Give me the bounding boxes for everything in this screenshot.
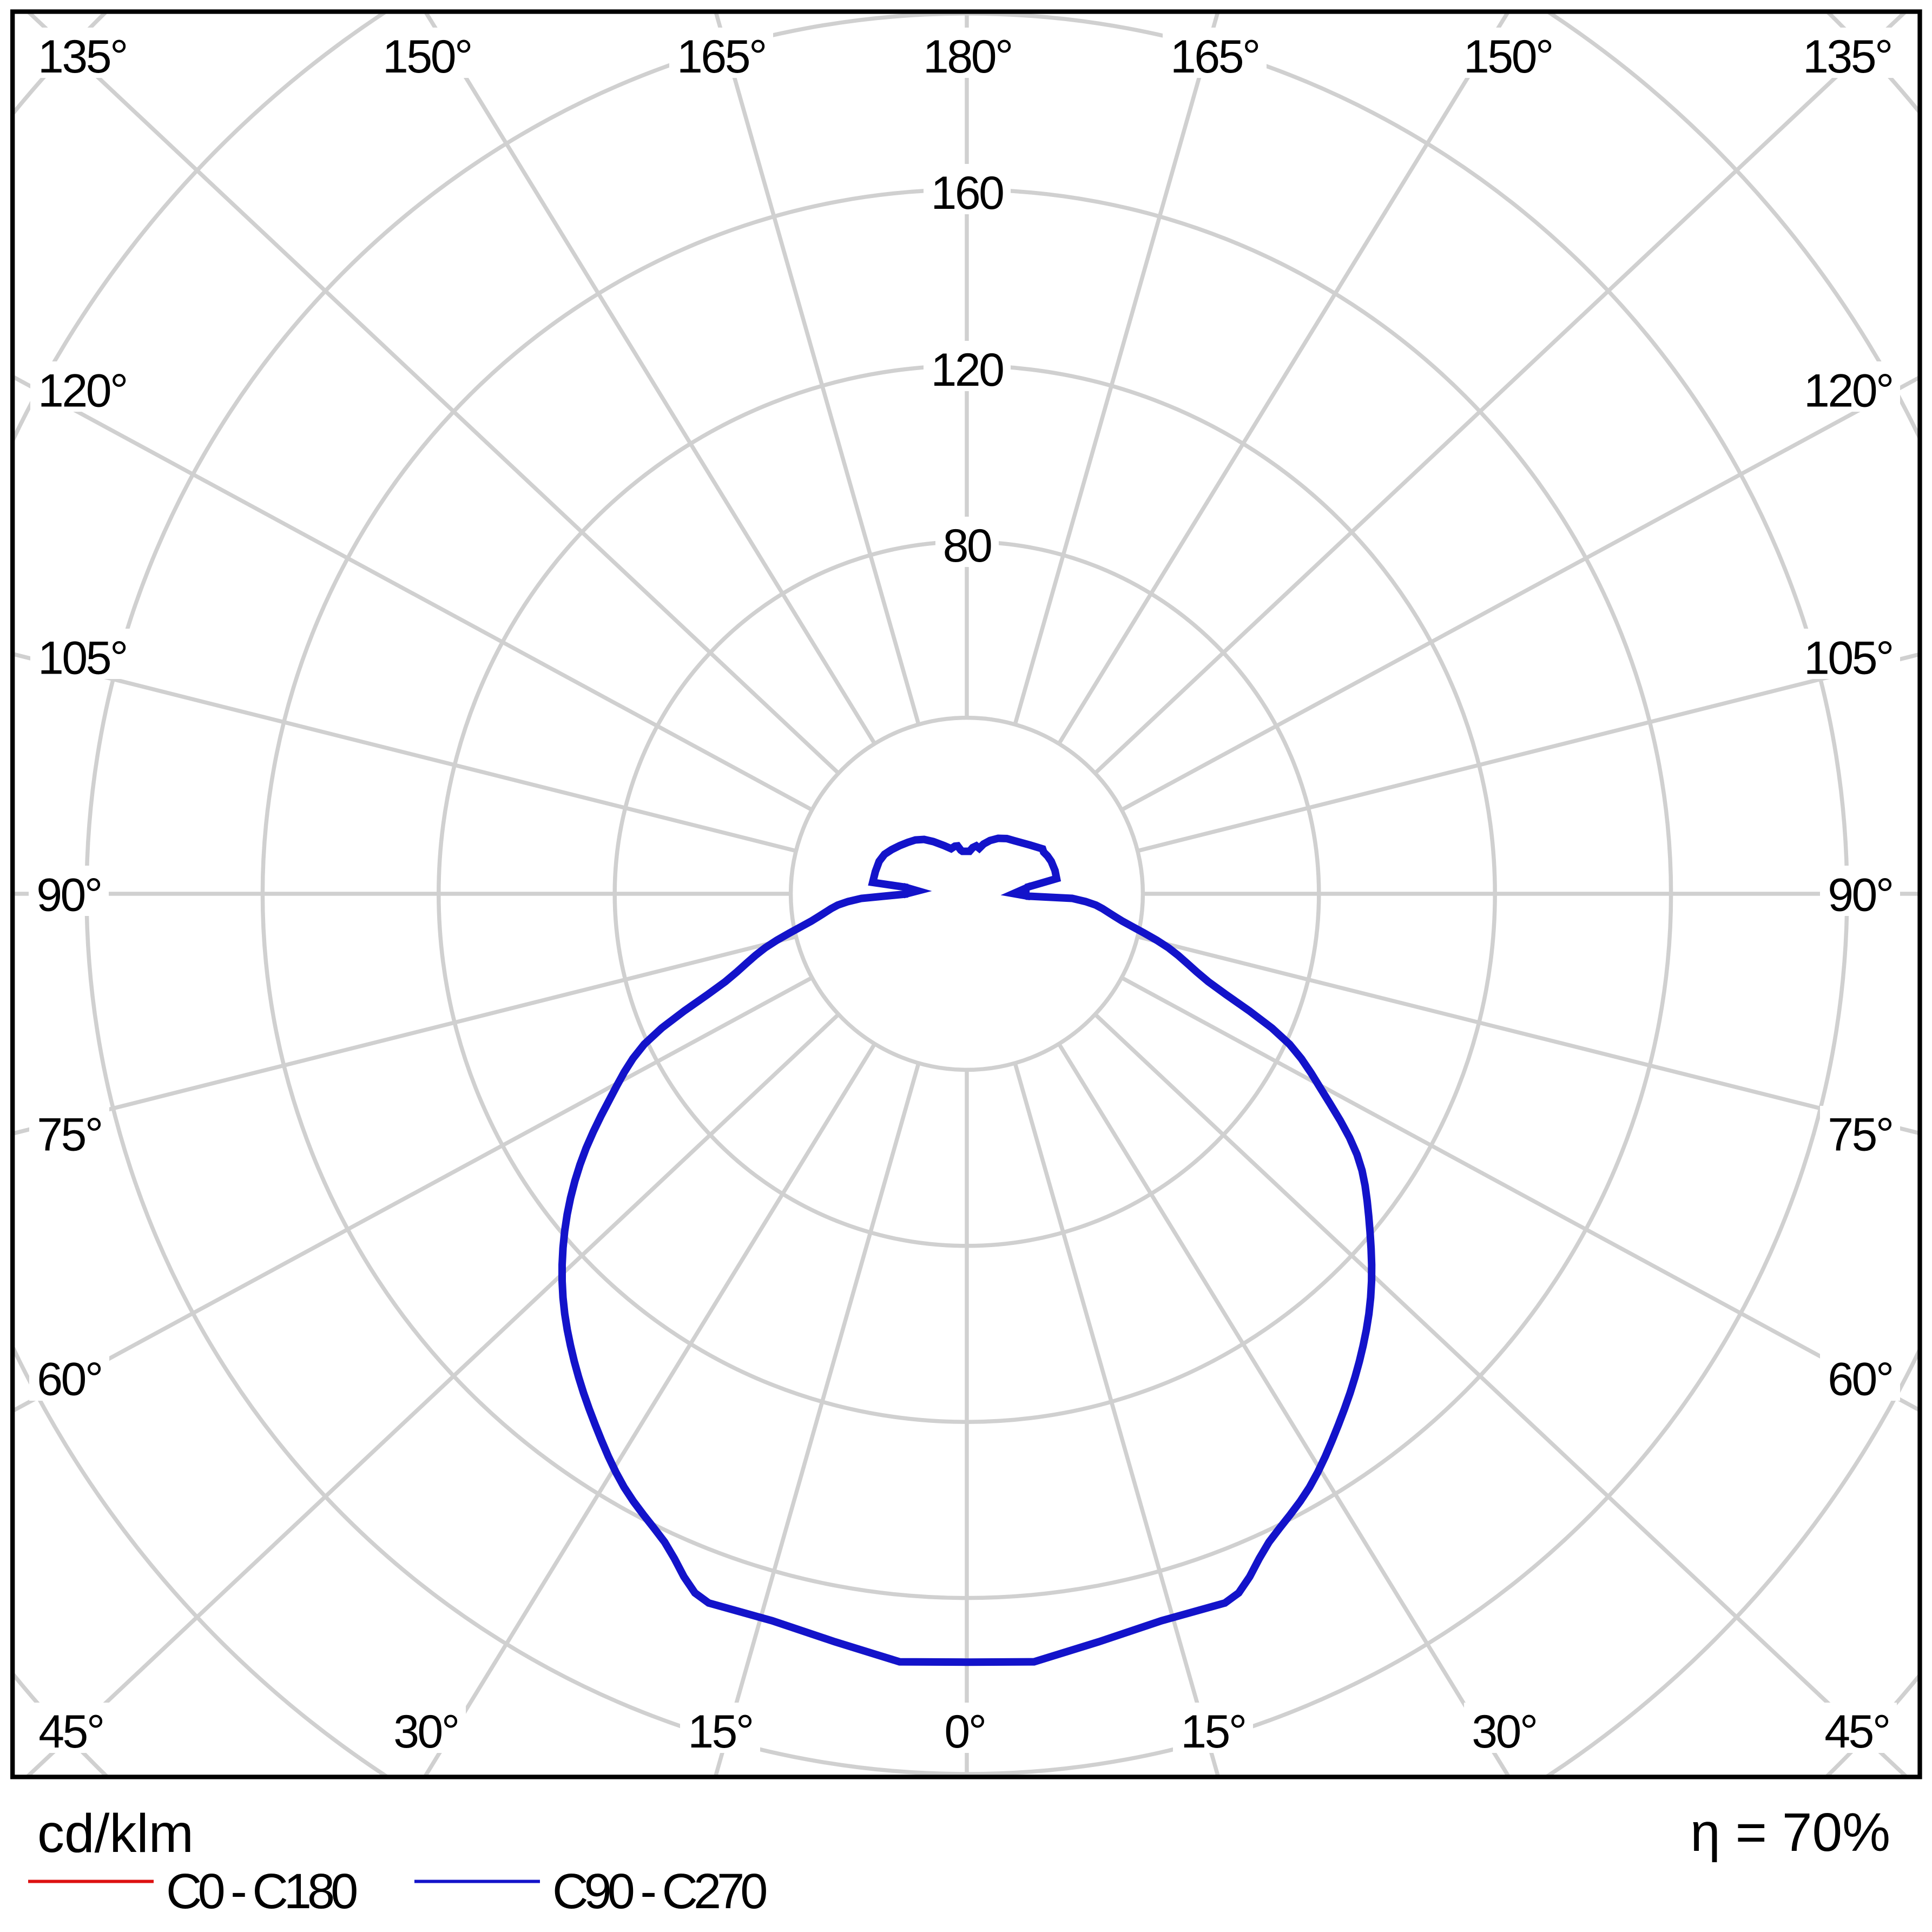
svg-text:120°: 120°	[1804, 365, 1893, 417]
svg-text:150°: 150°	[1463, 31, 1552, 83]
svg-text:cd/klm: cd/klm	[37, 1803, 194, 1864]
svg-text:45°: 45°	[38, 1706, 103, 1758]
svg-text:90°: 90°	[1828, 869, 1893, 921]
svg-text:90°: 90°	[36, 869, 101, 921]
svg-text:30°: 30°	[393, 1706, 458, 1758]
svg-text:165°: 165°	[677, 31, 766, 83]
svg-text:135°: 135°	[1803, 31, 1891, 83]
svg-text:105°: 105°	[1804, 632, 1893, 684]
svg-text:120°: 120°	[38, 365, 127, 417]
svg-text:C0 - C180: C0 - C180	[166, 1864, 357, 1919]
svg-text:60°: 60°	[37, 1354, 102, 1406]
svg-text:160: 160	[931, 167, 1004, 219]
svg-text:135°: 135°	[38, 31, 127, 83]
svg-text:120: 120	[931, 344, 1004, 396]
svg-text:30°: 30°	[1472, 1706, 1537, 1758]
svg-text:45°: 45°	[1824, 1706, 1889, 1758]
svg-text:75°: 75°	[1828, 1109, 1893, 1161]
svg-text:60°: 60°	[1828, 1354, 1893, 1406]
svg-text:C90 - C270: C90 - C270	[552, 1864, 766, 1919]
svg-text:η = 70%: η = 70%	[1690, 1802, 1890, 1863]
svg-text:75°: 75°	[37, 1109, 102, 1161]
svg-text:15°: 15°	[688, 1706, 753, 1758]
svg-text:150°: 150°	[383, 31, 471, 83]
svg-text:165°: 165°	[1170, 31, 1259, 83]
svg-text:0°: 0°	[944, 1706, 985, 1758]
svg-text:15°: 15°	[1181, 1706, 1245, 1758]
svg-text:180°: 180°	[923, 31, 1012, 83]
svg-text:105°: 105°	[38, 632, 127, 684]
svg-text:80: 80	[943, 520, 991, 572]
